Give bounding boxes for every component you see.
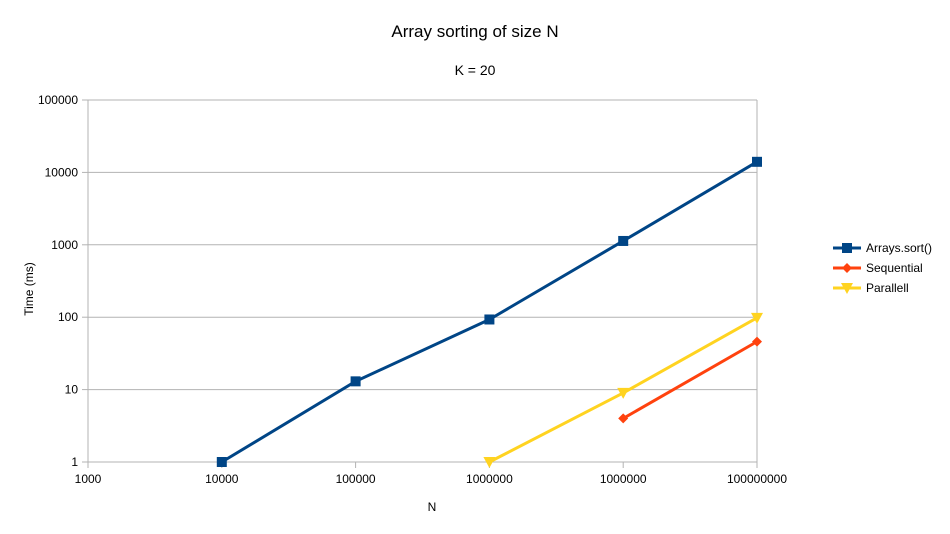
series-sequential: [618, 336, 762, 424]
y-tick-label: 10: [65, 383, 79, 397]
chart-title: Array sorting of size N: [391, 22, 558, 41]
y-tick-label: 100000: [38, 93, 78, 107]
data-point: [484, 314, 495, 325]
y-tick-label: 1: [71, 455, 78, 469]
data-point: [752, 156, 762, 167]
legend: Arrays.sort() Sequential Parallell: [833, 241, 932, 295]
y-tick-label: 1000: [51, 238, 78, 252]
chart-subtitle: K = 20: [455, 62, 496, 78]
legend-label: Arrays.sort(): [866, 241, 932, 255]
data-point: [350, 376, 361, 387]
data-point: [752, 336, 762, 347]
legend-item: Parallell: [833, 281, 909, 295]
series-arrays-sort: [216, 156, 762, 467]
data-point: [216, 457, 227, 467]
legend-label: Sequential: [866, 261, 923, 275]
series-line: [221, 160, 758, 464]
x-axis-label: N: [428, 500, 437, 514]
x-tick-label: 1000000: [466, 472, 513, 486]
legend-swatch-marker: [841, 283, 853, 294]
data-point: [617, 387, 630, 399]
legend-item: Sequential: [833, 261, 923, 275]
x-tick-labels: 1000 10000 100000 1000000 1000000 100000000: [75, 472, 788, 486]
legend-swatch-marker: [842, 263, 852, 273]
legend-item: Arrays.sort(): [833, 241, 932, 255]
axes: [82, 99, 758, 468]
x-tick-label: 100000: [336, 472, 376, 486]
x-tick-label: 1000: [75, 472, 102, 486]
x-tick-label: 100000000: [727, 472, 787, 486]
legend-label: Parallell: [866, 281, 909, 295]
grid: [88, 99, 757, 463]
legend-swatch-marker: [842, 243, 852, 253]
data-point: [618, 235, 629, 246]
y-axis-label: Time (ms): [22, 262, 36, 316]
data-point: [483, 457, 496, 468]
x-tick-label: 10000: [205, 472, 239, 486]
data-point: [751, 312, 763, 324]
data-point: [618, 413, 629, 424]
series-parallell: [483, 312, 763, 468]
y-tick-label: 10000: [45, 165, 79, 179]
y-tick-label: 100: [58, 310, 78, 324]
series-line: [622, 340, 758, 420]
x-tick-label: 1000000: [600, 472, 647, 486]
y-tick-labels: 1 10 100 1000 10000 100000: [38, 93, 78, 469]
series-group: [216, 156, 763, 468]
